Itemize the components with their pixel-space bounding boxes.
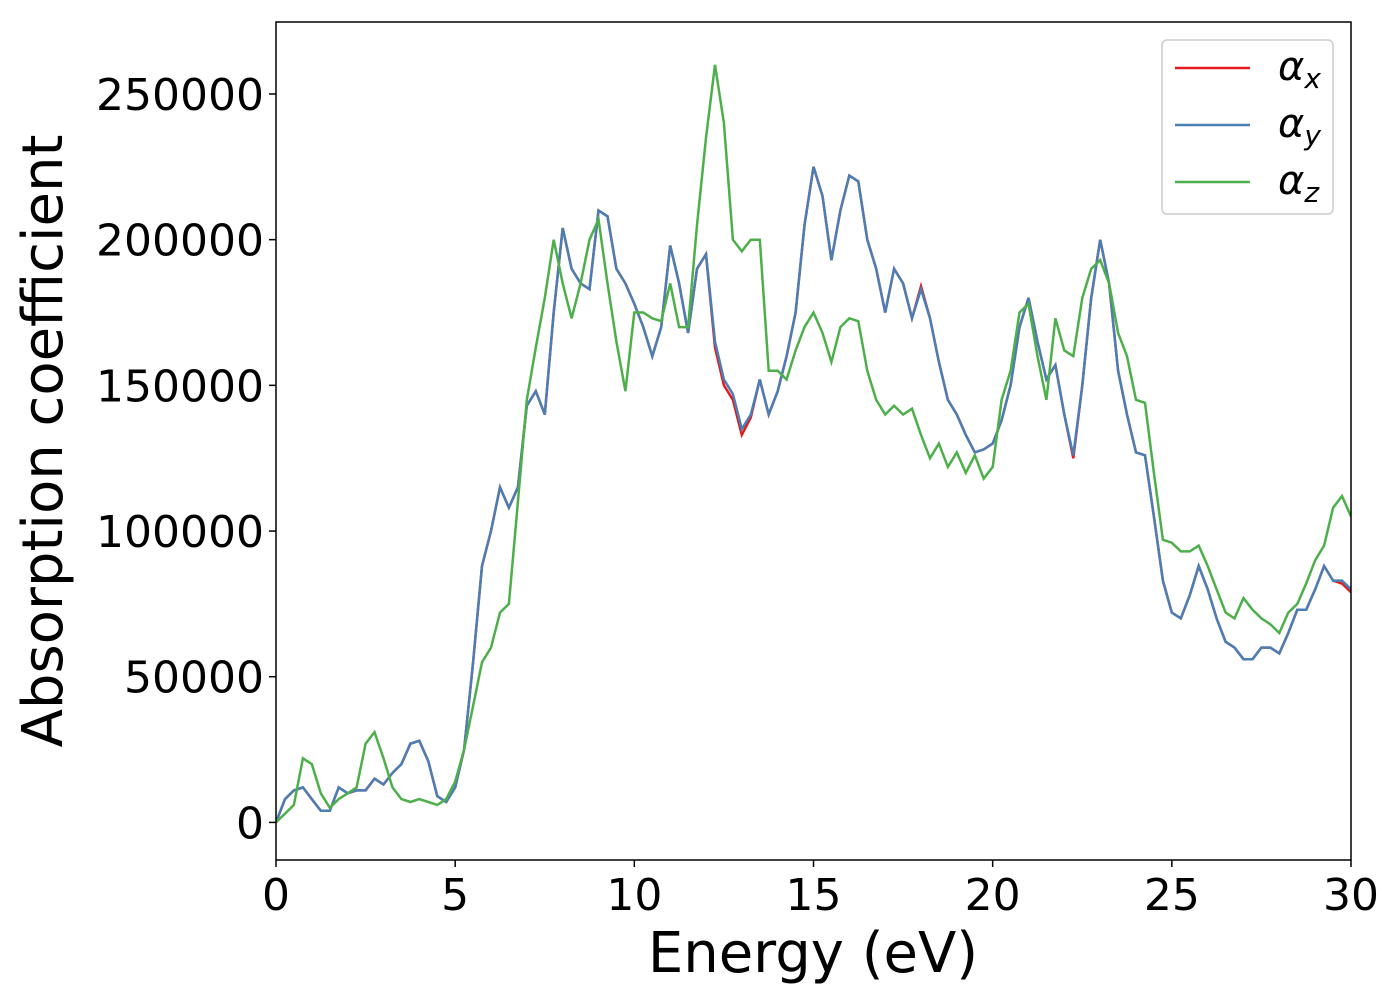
- x-tick-label: 15: [786, 870, 842, 921]
- plot-frame: [275, 21, 1352, 861]
- series-line: [276, 166, 1351, 823]
- legend-box: [1161, 39, 1334, 215]
- y-tick-label: 200000: [96, 216, 264, 267]
- x-tick-label: 30: [1323, 870, 1379, 921]
- y-tick-label: 150000: [96, 361, 264, 412]
- x-tick-label: 10: [606, 870, 662, 921]
- x-tick-label: 0: [262, 870, 290, 921]
- series-line: [276, 64, 1351, 824]
- legend-label: αy: [1278, 101, 1321, 152]
- legend-label: αx: [1278, 44, 1321, 95]
- legend-label: αz: [1278, 158, 1320, 209]
- y-tick-label: 0: [236, 798, 264, 849]
- y-tick-label: 50000: [124, 653, 264, 704]
- y-axis-label: Absorption coefficient: [11, 135, 76, 748]
- x-tick-label: 25: [1144, 870, 1200, 921]
- x-tick-label: 5: [441, 870, 469, 921]
- y-tick-label: 250000: [96, 70, 264, 121]
- x-axis-label: Energy (eV): [648, 921, 978, 986]
- y-tick-label: 100000: [96, 507, 264, 558]
- x-tick-label: 20: [965, 870, 1021, 921]
